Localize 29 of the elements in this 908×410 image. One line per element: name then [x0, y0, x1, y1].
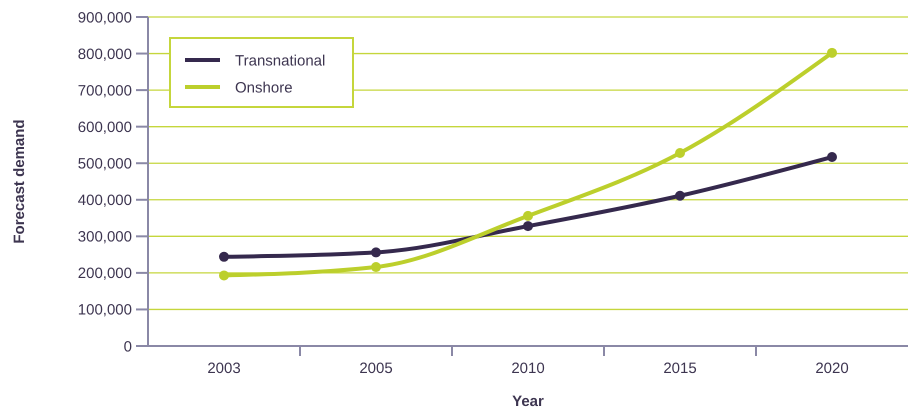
point: [219, 252, 229, 262]
y-tick-label: 200,000: [78, 265, 132, 282]
point: [675, 190, 685, 201]
point: [219, 270, 229, 280]
point: [371, 262, 381, 272]
point: [675, 148, 685, 158]
x-tick-label: 2010: [511, 360, 545, 377]
y-tick-label: 700,000: [78, 82, 132, 100]
x-tick-label: 2003: [207, 360, 241, 377]
y-tick-label: 800,000: [78, 46, 132, 63]
point: [827, 48, 837, 58]
point: [371, 247, 381, 258]
x-tick-label: 2005: [359, 360, 393, 377]
y-tick-label: 400,000: [78, 192, 132, 210]
y-tick-label: 300,000: [78, 228, 132, 246]
y-tick-label: 100,000: [78, 302, 132, 319]
point: [827, 152, 837, 162]
y-tick-label: 600,000: [78, 118, 132, 136]
y-axis-title: Forecast demand: [11, 119, 28, 244]
legend-label: Transnational: [235, 52, 326, 70]
y-tick-label: 500,000: [78, 155, 132, 172]
legend-label: Onshore: [235, 79, 293, 96]
x-tick-label: 2015: [663, 360, 697, 377]
y-tick-label: 0: [124, 338, 132, 356]
x-axis-title: Year: [512, 393, 544, 410]
y-tick-label: 900,000: [78, 9, 132, 26]
point: [523, 221, 533, 232]
point: [523, 210, 533, 221]
x-tick-label: 2020: [815, 360, 849, 377]
